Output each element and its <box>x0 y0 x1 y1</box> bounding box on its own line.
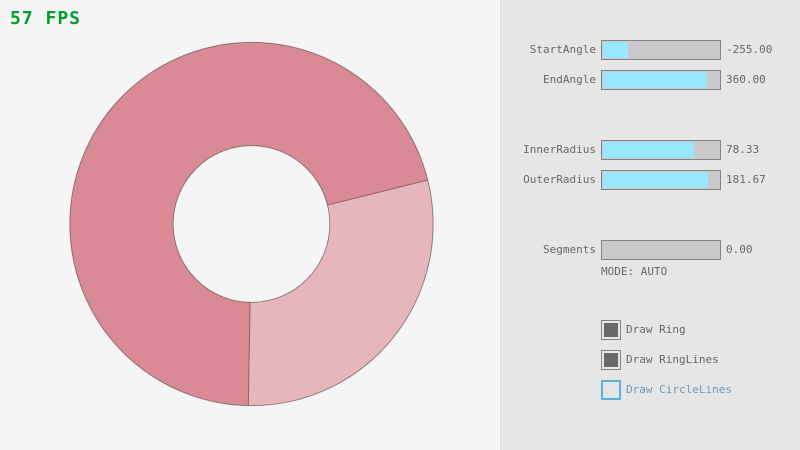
segments-label: Segments <box>543 243 596 256</box>
end-angle-slider[interactable] <box>601 70 721 90</box>
end-angle-label: EndAngle <box>543 73 596 86</box>
end-angle-value: 360.00 <box>726 73 766 86</box>
start-angle-slider-fill <box>603 42 628 58</box>
ring-edge-line-start <box>327 179 428 206</box>
segments-row: Segments 0.00 <box>501 240 800 260</box>
ring-outline-outer <box>69 41 434 407</box>
outer-radius-label: OuterRadius <box>523 173 596 186</box>
checkmark-icon <box>604 353 618 367</box>
inner-radius-slider-fill <box>603 142 694 158</box>
end-angle-slider-fill <box>603 72 707 88</box>
draw-ringlines-checkbox[interactable] <box>601 350 621 370</box>
ring-light-segment <box>248 180 434 406</box>
end-angle-row: EndAngle 360.00 <box>501 70 800 90</box>
start-angle-value: -255.00 <box>726 43 773 56</box>
start-angle-row: StartAngle -255.00 <box>501 40 800 60</box>
ring-edge-line-end <box>247 302 251 406</box>
segments-value: 0.00 <box>726 243 753 256</box>
inner-radius-slider[interactable] <box>601 140 721 160</box>
outer-radius-row: OuterRadius 181.67 <box>501 170 800 190</box>
draw-circlelines-checkbox[interactable] <box>601 380 621 400</box>
outer-radius-slider-fill <box>603 172 708 188</box>
ring-outline-inner <box>172 145 331 303</box>
outer-radius-value: 181.67 <box>726 173 766 186</box>
checkmark-icon <box>604 323 618 337</box>
draw-ringlines-checkbox-row: Draw RingLines <box>601 350 800 370</box>
draw-ring-label: Draw Ring <box>626 323 686 336</box>
draw-ring-checkbox-row: Draw Ring <box>601 320 800 340</box>
fps-counter: 57 FPS <box>10 8 82 29</box>
ring-canvas <box>69 41 434 407</box>
mode-label: MODE: AUTO <box>601 265 668 278</box>
start-angle-slider[interactable] <box>601 40 721 60</box>
segments-slider[interactable] <box>601 240 721 260</box>
draw-circlelines-label: Draw CircleLines <box>626 383 732 396</box>
inner-radius-row: InnerRadius 78.33 <box>501 140 800 160</box>
inner-radius-label: InnerRadius <box>523 143 596 156</box>
draw-ring-checkbox[interactable] <box>601 320 621 340</box>
inner-radius-value: 78.33 <box>726 143 760 156</box>
control-panel: StartAngle -255.00 EndAngle 360.00 Inner… <box>500 0 800 450</box>
start-angle-label: StartAngle <box>529 43 596 56</box>
draw-circlelines-checkbox-row: Draw CircleLines <box>601 380 800 400</box>
outer-radius-slider[interactable] <box>601 170 721 190</box>
draw-ringlines-label: Draw RingLines <box>626 353 719 366</box>
